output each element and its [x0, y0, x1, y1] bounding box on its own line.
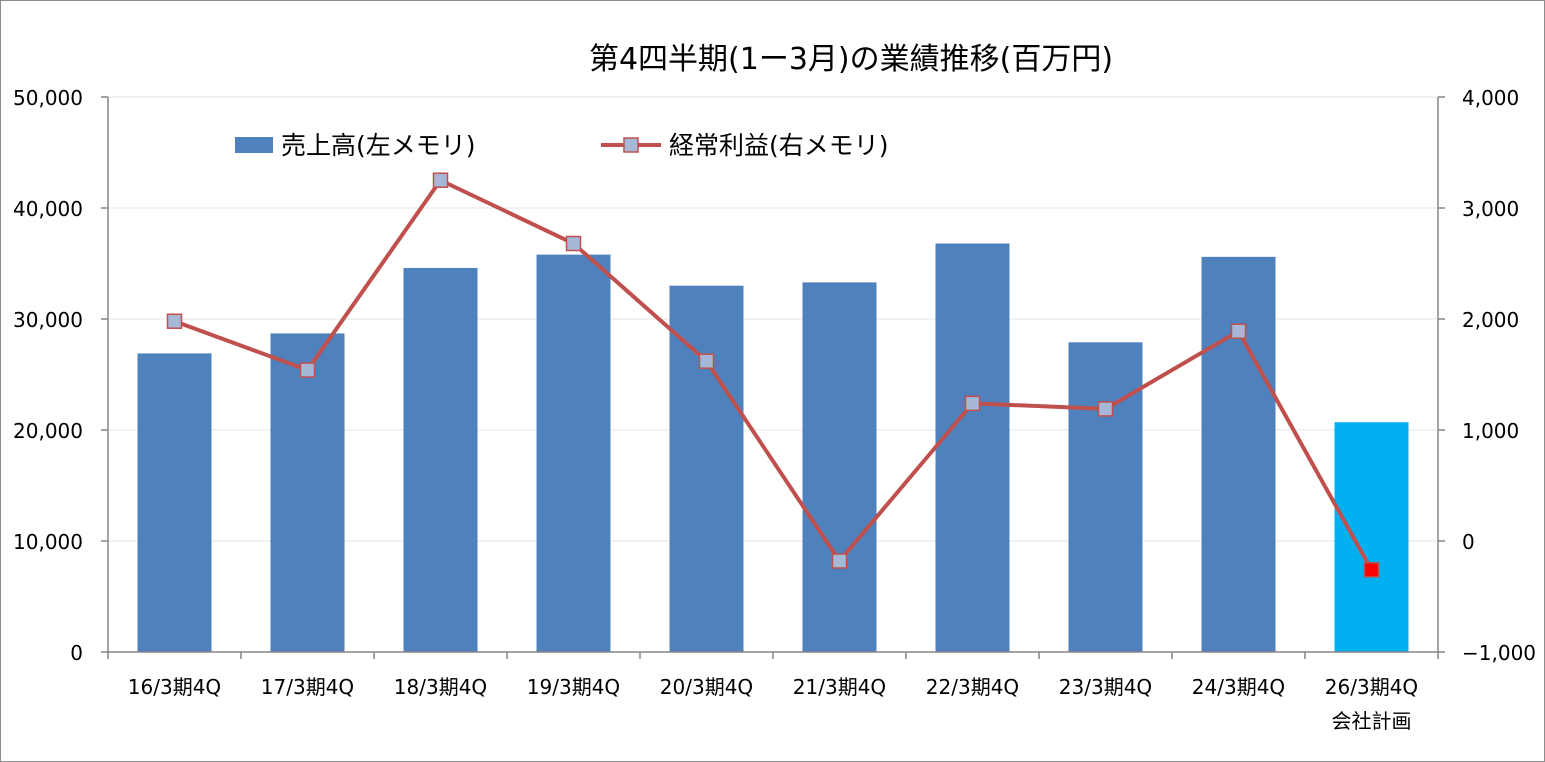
profit-point — [831, 553, 848, 569]
left-tick-label: 20,000 — [13, 419, 83, 443]
sales-bar — [1334, 422, 1409, 652]
profit-point — [1230, 323, 1247, 339]
sales-bar — [1201, 256, 1276, 652]
x-tick-label: 23/3期4Q — [1059, 675, 1152, 699]
right-tick-label: 0 — [1462, 530, 1475, 554]
x-tick-label: 19/3期4Q — [527, 675, 620, 699]
profit-line — [166, 172, 1380, 578]
right-tick-label: 1,000 — [1462, 419, 1519, 443]
sales-bar — [137, 353, 212, 652]
profit-point — [964, 395, 981, 412]
legend-swatch-sales — [235, 137, 273, 153]
right-tick-label: −1,000 — [1462, 641, 1536, 665]
x-tick-label: 16/3期4Q — [128, 675, 221, 699]
x-tick-label: 20/3期4Q — [660, 675, 753, 699]
x-tick-sublabel: 会社計画 — [1332, 709, 1412, 733]
left-tick-label: 0 — [70, 641, 83, 665]
legend-marker-profit — [623, 137, 639, 153]
sales-bar — [536, 254, 611, 652]
sales-bar — [270, 333, 345, 652]
profit-point — [166, 313, 183, 329]
profit-point — [698, 353, 715, 369]
left-tick-label: 40,000 — [13, 197, 83, 221]
sales-bar — [403, 267, 478, 652]
right-tick-label: 2,000 — [1462, 308, 1519, 332]
profit-point — [299, 362, 316, 378]
x-tick-label: 18/3期4Q — [394, 675, 487, 699]
left-tick-label: 50,000 — [13, 86, 83, 110]
profit-point — [1097, 401, 1114, 417]
sales-bar — [802, 282, 877, 652]
sales-bar — [935, 243, 1010, 652]
profit-point — [432, 172, 449, 188]
legend: 売上高(左メモリ) 経常利益(右メモリ) — [235, 131, 889, 160]
x-tick-label: 22/3期4Q — [926, 675, 1019, 699]
legend-label-profit: 経常利益(右メモリ) — [669, 131, 889, 160]
x-tick-label: 17/3期4Q — [261, 675, 354, 699]
x-tick-label: 26/3期4Q — [1325, 675, 1418, 699]
legend-label-sales: 売上高(左メモリ) — [281, 131, 476, 160]
x-tick-label: 21/3期4Q — [793, 675, 886, 699]
right-tick-label: 4,000 — [1462, 86, 1519, 110]
left-tick-label: 10,000 — [13, 530, 83, 554]
profit-point — [1363, 562, 1380, 578]
sales-bar — [669, 285, 744, 652]
right-tick-label: 3,000 — [1462, 197, 1519, 221]
chart-title: 第4四半期(1ー3月)の業績推移(百万円) — [589, 42, 1113, 77]
profit-line-path — [173, 178, 1374, 571]
sales-bars — [137, 243, 1409, 652]
x-tick-label: 24/3期4Q — [1192, 675, 1285, 699]
sales-bar — [1068, 342, 1143, 652]
left-tick-label: 30,000 — [13, 308, 83, 332]
profit-point — [565, 235, 582, 252]
axes: 0 10,000 20,000 30,000 40,000 50,000 −1,000 0 1,… — [13, 86, 1536, 733]
